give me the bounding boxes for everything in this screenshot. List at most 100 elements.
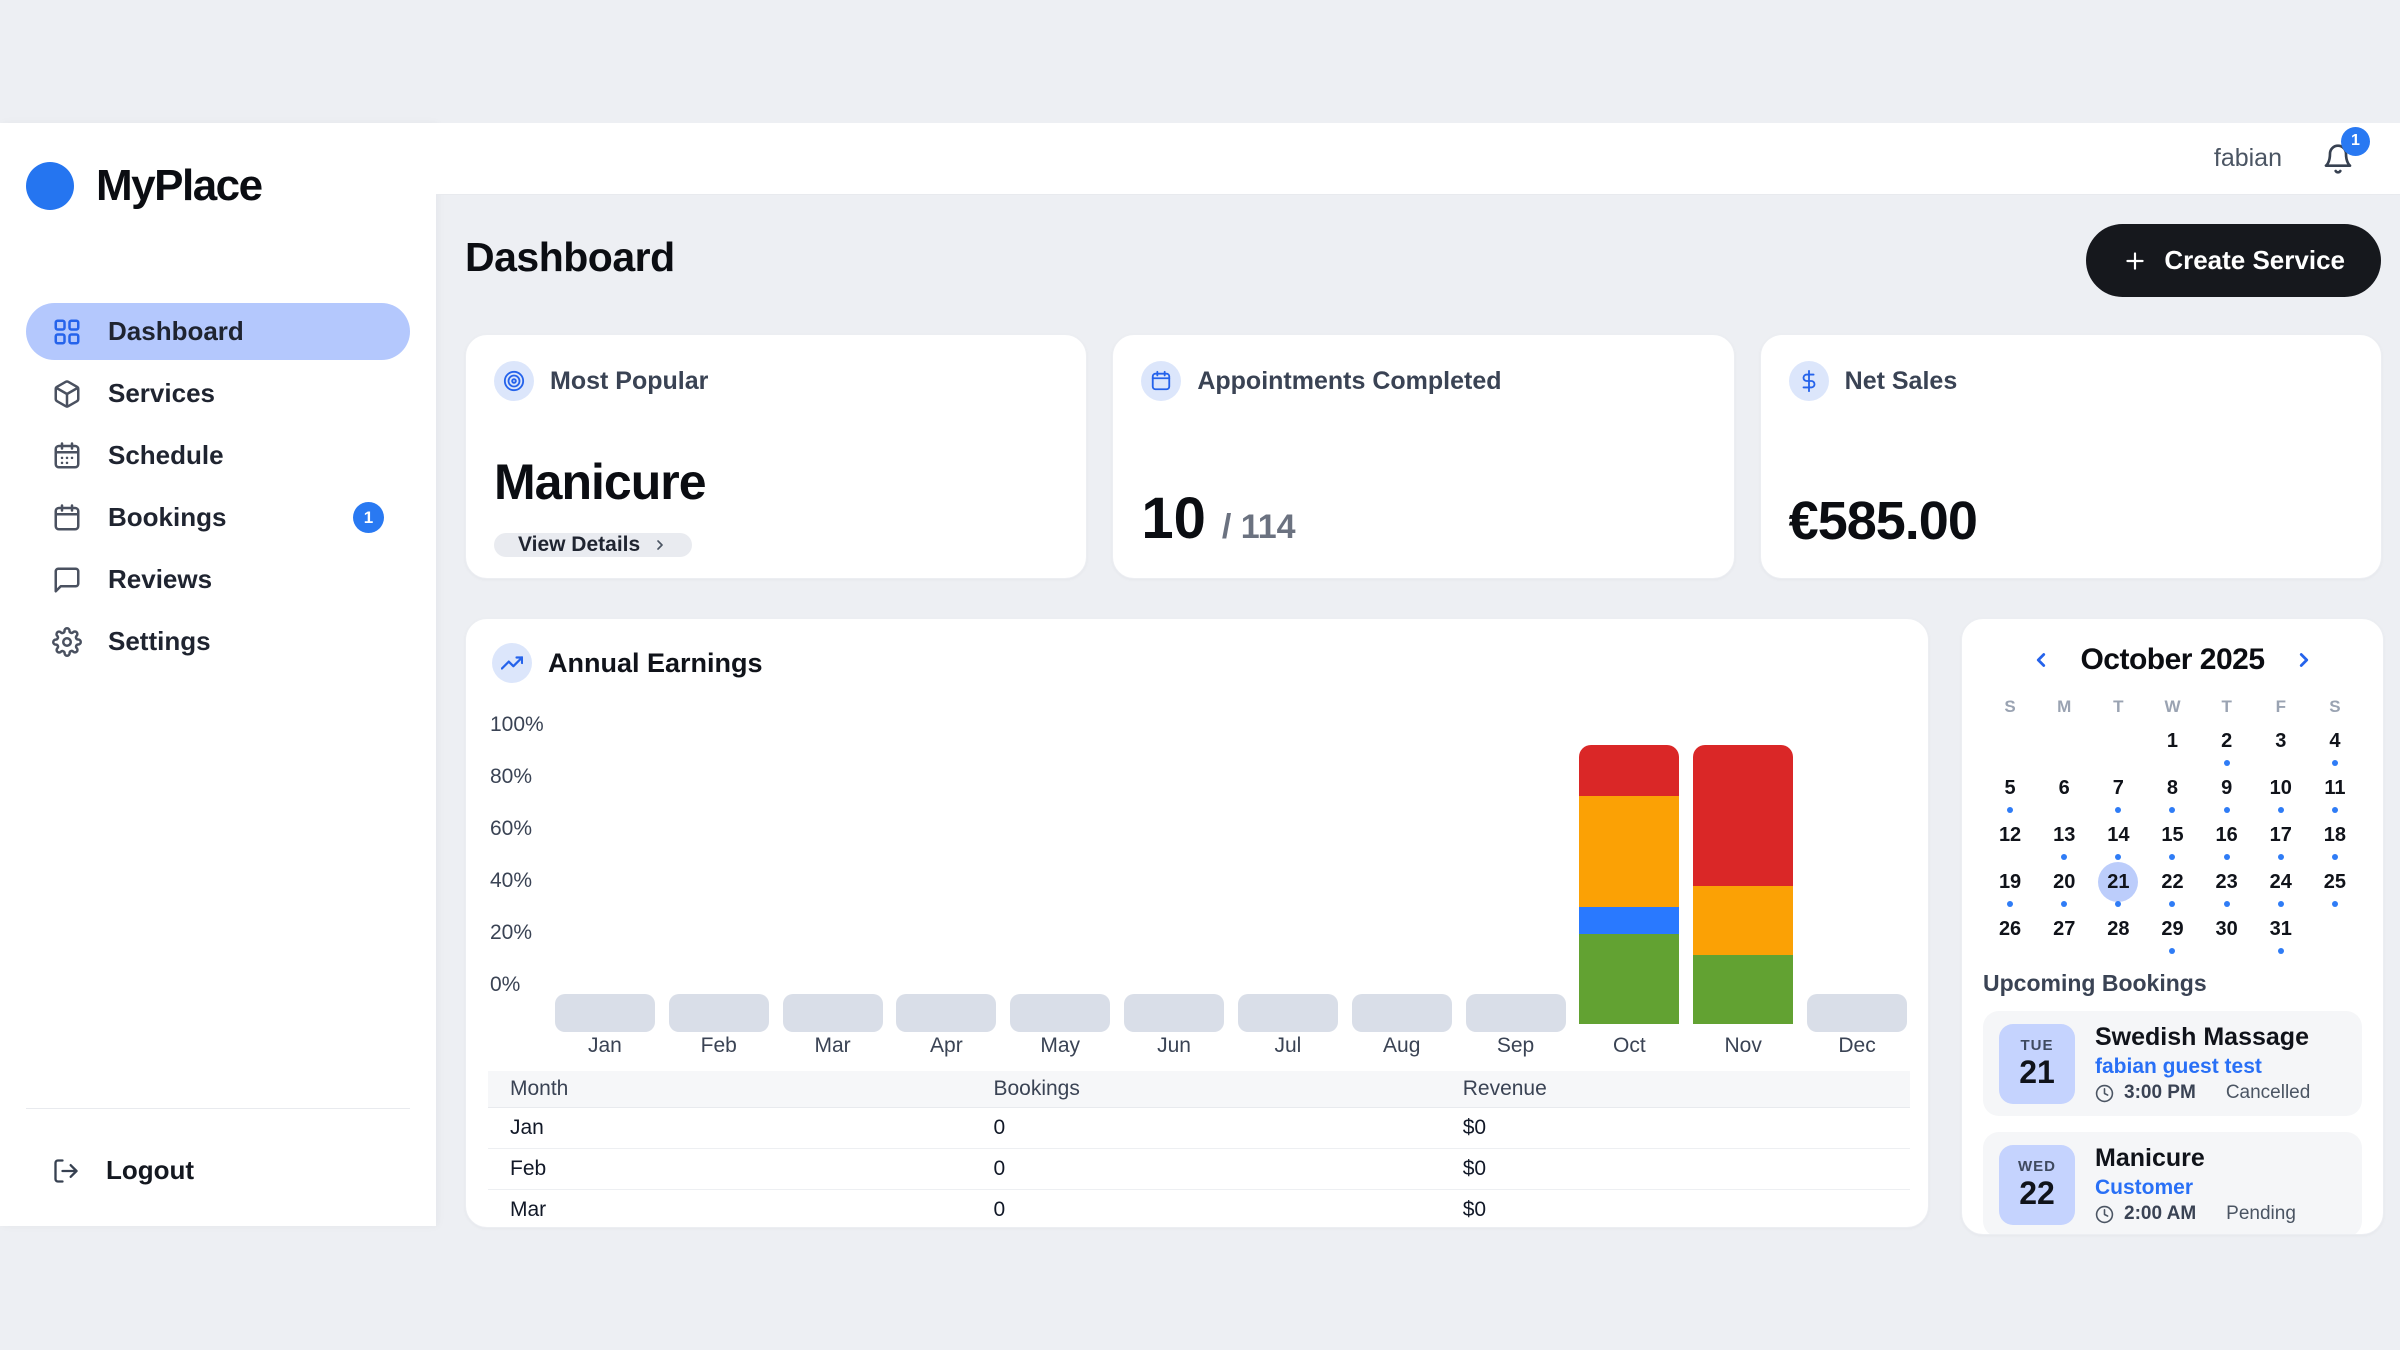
y-axis-tick: 100% [490, 713, 544, 736]
notifications-button[interactable]: 1 [2322, 126, 2370, 175]
empty-bar-placeholder-jul [1238, 994, 1338, 1032]
sidebar-item-label: Bookings [108, 502, 227, 532]
x-axis-label: Dec [1838, 1034, 1876, 1057]
sidebar-item-label: Schedule [108, 440, 224, 470]
stacked-bar-nov [1693, 745, 1793, 1024]
clock-icon [2095, 1084, 2114, 1102]
calendar-day-30[interactable]: 30 [2215, 917, 2238, 940]
calendar-day-20[interactable]: 20 [2037, 862, 2091, 909]
calendar-day-3[interactable]: 3 [2275, 729, 2287, 752]
empty-bar-placeholder-jun [1124, 994, 1224, 1032]
appointments-completed: 10 [1141, 486, 1206, 551]
calendar-next-button[interactable] [2293, 649, 2315, 671]
booking-item[interactable]: TUE 21 Swedish Massage fabian guest test… [1983, 1011, 2362, 1116]
sidebar-item-label: Services [108, 378, 215, 408]
calendar-day-17[interactable]: 17 [2254, 815, 2308, 862]
calendar-day-23[interactable]: 23 [2200, 862, 2254, 909]
sidebar-nav: Dashboard Services Schedule Bookings 1 Review… [0, 303, 436, 670]
calendar-day-12[interactable]: 12 [1998, 823, 2022, 846]
bar-segment-orange [1579, 796, 1679, 907]
calendar-day-24[interactable]: 24 [2254, 862, 2308, 909]
calendar-day-9[interactable]: 9 [2200, 768, 2254, 815]
calendar-day-27[interactable]: 27 [2053, 917, 2076, 940]
calendar-day-15[interactable]: 15 [2145, 815, 2199, 862]
calendar-day-18[interactable]: 18 [2308, 815, 2362, 862]
x-axis-label: Jan [587, 1034, 622, 1057]
y-axis-tick: 0% [490, 973, 521, 996]
calendar-dots-icon [54, 441, 80, 468]
calendar-prev-button[interactable] [2030, 649, 2052, 671]
sidebar-item-bookings[interactable]: Bookings 1 [26, 489, 410, 546]
bell-icon [2324, 143, 2352, 174]
table-column-header: Month [488, 1071, 972, 1108]
calendar-day-6[interactable]: 6 [2058, 776, 2070, 799]
calendar-day-2[interactable]: 2 [2200, 721, 2254, 768]
sidebar-item-reviews[interactable]: Reviews [26, 551, 410, 608]
booking-day: 22 [2019, 1174, 2055, 1211]
booking-dot [2007, 807, 2014, 813]
x-axis-label: Sep [1496, 1034, 1535, 1057]
calendar-day-22[interactable]: 22 [2145, 862, 2199, 909]
calendar-day-1[interactable]: 1 [2166, 729, 2179, 752]
create-service-button[interactable]: Create Service [2086, 224, 2381, 297]
booking-customer[interactable]: Customer [2095, 1176, 2194, 1199]
logout-icon [54, 1158, 78, 1183]
booking-dot [2169, 948, 2176, 954]
chat-icon [54, 567, 80, 592]
calendar-day-26[interactable]: 26 [1998, 917, 2022, 940]
x-axis-label: Feb [700, 1034, 737, 1057]
upcoming-bookings-label: Upcoming Bookings [1983, 970, 2207, 996]
calendar-day-29[interactable]: 29 [2145, 909, 2199, 956]
calendar-day-10[interactable]: 10 [2254, 768, 2308, 815]
most-popular-value: Manicure [494, 454, 707, 510]
calendar-day-14[interactable]: 14 [2091, 815, 2145, 862]
booking-time: 3:00 PM [2124, 1082, 2196, 1103]
table-cell: 0 [971, 1107, 1441, 1149]
calendar-day-4[interactable]: 4 [2308, 721, 2362, 768]
empty-bar-placeholder-apr [896, 994, 996, 1032]
sidebar-item-services[interactable]: Services [26, 365, 410, 422]
weekday-label: F [2275, 697, 2286, 716]
booking-time: 2:00 AM [2124, 1203, 2197, 1224]
calendar-day-16[interactable]: 16 [2200, 815, 2254, 862]
calendar-day-19[interactable]: 19 [1983, 862, 2037, 909]
booking-dot [2331, 901, 2338, 907]
calendar-day-5[interactable]: 5 [1983, 768, 2037, 815]
booking-dot [2115, 807, 2122, 813]
logout-button[interactable]: Logout [26, 1155, 410, 1186]
booking-dot [2331, 760, 2338, 766]
empty-bar-placeholder-dec [1807, 994, 1907, 1032]
stacked-bar-oct [1579, 745, 1679, 1024]
calendar-day-28[interactable]: 28 [2107, 917, 2130, 940]
page-title: Dashboard [465, 234, 675, 280]
bar-segment-blue [1579, 907, 1679, 934]
calendar-day-7[interactable]: 7 [2091, 768, 2145, 815]
calendar-day-21[interactable]: 21 [2091, 862, 2145, 909]
booking-dot [2277, 901, 2284, 907]
sidebar-item-schedule[interactable]: Schedule [26, 427, 410, 484]
view-details-button[interactable]: View Details [494, 533, 693, 557]
calendar-day-25[interactable]: 25 [2308, 862, 2362, 909]
calendar-day-8[interactable]: 8 [2145, 768, 2199, 815]
table-cell: $0 [1440, 1148, 1910, 1190]
stats-row: Most Popular Manicure View Details Appoi… [465, 334, 2382, 579]
x-axis-label: Nov [1724, 1034, 1762, 1057]
sidebar-item-settings[interactable]: Settings [26, 613, 410, 670]
calendar-day-31[interactable]: 31 [2254, 909, 2308, 956]
booking-dot [2277, 948, 2284, 954]
calendar-grid: 1 2 3 4 5 6 7 8 9 10 11 12 13 14 15 16 17 18 19 20 21 22 23 24 2… [1983, 721, 2362, 956]
booking-item[interactable]: WED 22 Manicure Customer 2:00 AM Pending [1983, 1132, 2362, 1234]
sidebar-footer: Logout [0, 1108, 436, 1226]
x-axis-label: May [1040, 1034, 1081, 1057]
table-row: Jan 0 $0 [488, 1107, 1910, 1149]
calendar-day-13[interactable]: 13 [2037, 815, 2091, 862]
calendar-icon [54, 503, 80, 530]
calendar-day-11[interactable]: 11 [2308, 768, 2362, 815]
calendar-empty-cell [2037, 721, 2091, 768]
net-sales-card: Net Sales €585.00 [1759, 334, 2382, 579]
y-axis-tick: 60% [490, 817, 533, 840]
net-sales-label: Net Sales [1844, 366, 1958, 395]
sidebar-item-dashboard[interactable]: Dashboard [26, 303, 410, 360]
empty-bar-placeholder-sep [1466, 994, 1566, 1032]
booking-customer[interactable]: fabian guest test [2095, 1055, 2262, 1078]
